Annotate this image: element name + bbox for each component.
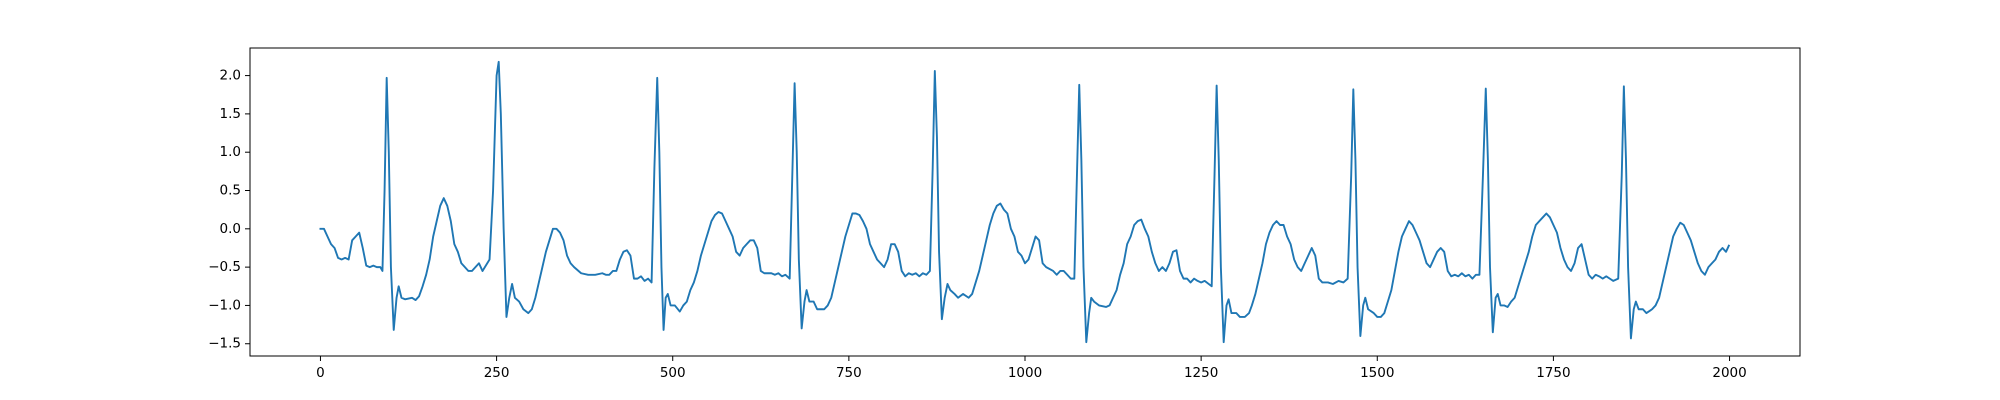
x-tick-label: 1750 [1536, 365, 1570, 381]
y-tick-label: −1.0 [208, 297, 241, 313]
x-tick-label: 1500 [1360, 365, 1394, 381]
x-tick-label: 250 [484, 365, 510, 381]
x-tick-label: 1000 [1008, 365, 1042, 381]
x-tick-label: 2000 [1712, 365, 1746, 381]
x-tick-label: 0 [316, 365, 325, 381]
line [319, 60, 1731, 344]
x-tick-label: 750 [836, 365, 862, 381]
x-tick-label: 1250 [1184, 365, 1218, 381]
y-tick-label: 0.5 [220, 183, 241, 199]
y-tick-label: 1.5 [220, 106, 241, 122]
y-tick-label: −0.5 [208, 259, 241, 275]
y-tick-label: 0.0 [220, 221, 241, 237]
plot-frame [249, 47, 1801, 357]
y-tick-label: 2.0 [220, 68, 241, 84]
y-tick-label: −1.5 [208, 336, 241, 352]
y-tick-label: 1.0 [220, 144, 241, 160]
x-tick-label: 500 [660, 365, 686, 381]
